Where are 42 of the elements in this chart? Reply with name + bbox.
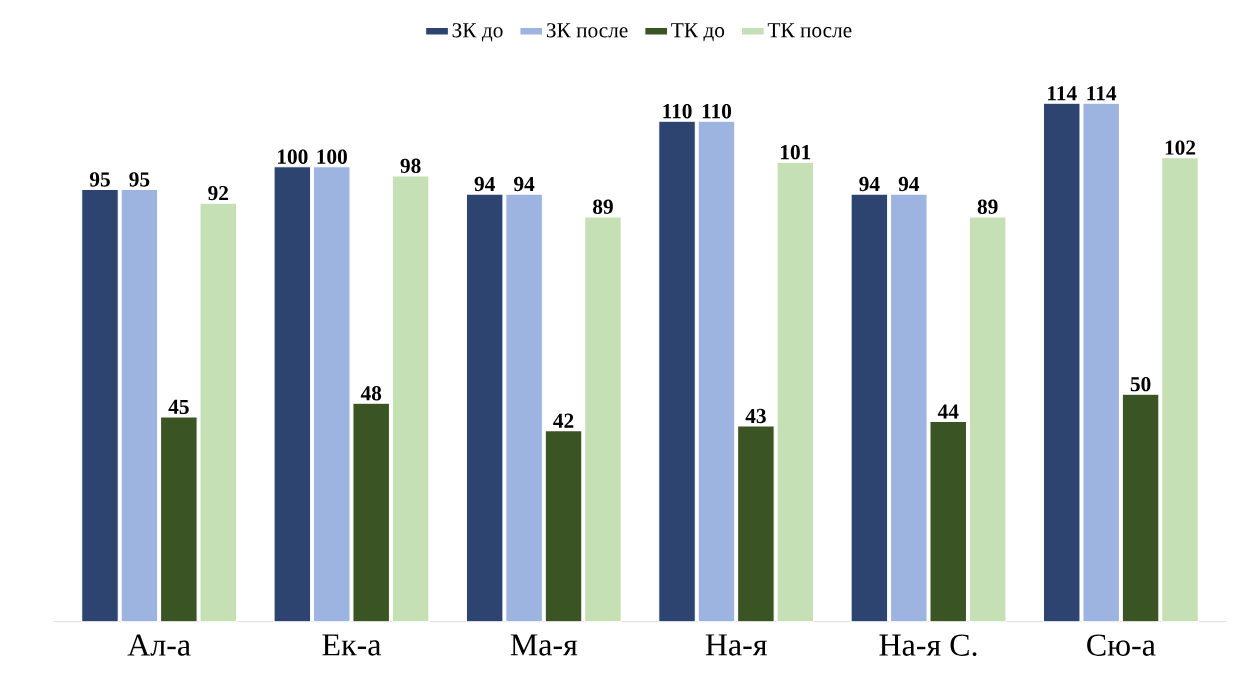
data-label: 114 — [1048, 86, 1077, 101]
data-label: 48 — [360, 386, 382, 401]
legend-label: ТК до — [671, 23, 725, 42]
data-label: 98 — [400, 158, 421, 173]
bar — [658, 120, 696, 623]
data-label: 110 — [663, 104, 692, 119]
data-label: 44 — [937, 404, 959, 419]
data-label: 89 — [977, 199, 998, 214]
data-label: 101 — [781, 144, 811, 160]
data-label: 95 — [129, 172, 150, 187]
bar — [273, 166, 312, 623]
legend-label: ЗК после — [546, 23, 628, 38]
bar — [544, 430, 583, 623]
legend-label: ТК после — [767, 23, 852, 38]
data-label: 94 — [514, 176, 535, 192]
bar — [968, 216, 1007, 623]
bar — [584, 216, 622, 623]
data-label: 100 — [317, 149, 347, 164]
legend-label: ЗК до — [452, 23, 503, 42]
data-label: 114 — [1087, 86, 1117, 101]
x-tick-label: Ма-я — [510, 634, 578, 656]
data-label: 110 — [702, 104, 732, 119]
data-label: 94 — [859, 176, 880, 192]
bar — [697, 120, 736, 623]
data-label: 45 — [168, 399, 189, 415]
data-label: 43 — [745, 408, 766, 424]
data-label: 102 — [1165, 140, 1196, 155]
x-tick-label: Сю-а — [1087, 634, 1156, 656]
bar — [850, 193, 889, 623]
bar — [391, 175, 430, 623]
x-tick-label: На-я С. — [879, 634, 977, 657]
data-label: 95 — [89, 172, 110, 187]
data-label: 100 — [278, 149, 308, 164]
x-tick-label: Ал-а — [127, 634, 191, 656]
data-label: 89 — [593, 199, 613, 214]
data-label: 94 — [474, 176, 495, 192]
data-label: 92 — [208, 185, 229, 201]
x-tick-label: На-я — [705, 634, 767, 656]
data-label: 42 — [553, 413, 574, 428]
x-tick-label: Ек-а — [322, 634, 382, 656]
data-label: 50 — [1130, 376, 1151, 392]
data-label: 94 — [898, 176, 920, 192]
